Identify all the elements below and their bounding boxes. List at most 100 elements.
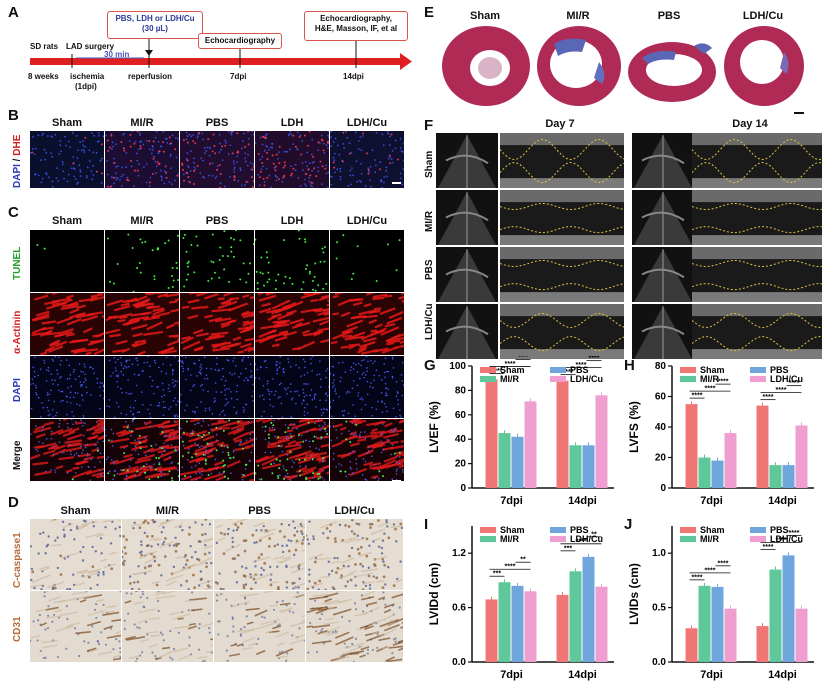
echo-box: Echocardiography [198, 33, 282, 49]
j-sig-label-14dpi: **** [789, 530, 800, 537]
i-bar-sham-14dpi [556, 594, 569, 662]
j-ytick-label: 0.0 [652, 657, 666, 668]
b-image-ldh [255, 131, 329, 188]
d-image-cd31-pbs [214, 591, 305, 662]
panel-label-c: C [8, 204, 19, 221]
label-lad-surgery: LAD surgery [66, 42, 115, 51]
c-image-dapi-ldh [255, 356, 329, 418]
i-legend-label-pbs: PBS [570, 525, 589, 535]
j-xtick-14dpi: 14dpi [768, 669, 797, 681]
g-bar-mir-7dpi [498, 433, 511, 488]
d-header-pbs: PBS [248, 505, 271, 517]
g-sig-label-14dpi: **** [563, 369, 574, 376]
j-sig-label-14dpi: **** [763, 544, 774, 551]
treat-pointer-head [145, 50, 153, 56]
g-legend-label-mir: MI/R [500, 374, 519, 384]
j-legend-swatch-pbs [750, 527, 766, 533]
h-ytick-label: 40 [655, 422, 667, 433]
f-sector-mir-day14 [632, 190, 694, 245]
label-8weeks: 8 weeks [28, 72, 59, 81]
i-sig-label-14dpi: ** [591, 531, 597, 538]
timeline-bar [30, 58, 402, 65]
j-bar-pbs-14dpi [782, 555, 795, 662]
f-mmode-sham-day14 [692, 133, 822, 188]
f-row-label-mir: MI/R [424, 210, 435, 232]
treatment-box: PBS, LDH or LDH/Cu (30 µL) [107, 11, 203, 39]
i-ylabel: LVIDd (cm) [427, 563, 441, 625]
d-row-label-caspase: C-caspase1 [12, 532, 23, 588]
i-xtick-7dpi: 7dpi [500, 669, 523, 681]
i-ytick-label: 1.2 [452, 548, 466, 559]
i-sig-label-7dpi: ** [520, 557, 526, 564]
e-hearts [442, 26, 804, 114]
h-sig-label-14dpi: **** [763, 394, 774, 401]
c-image-merge-ldh [255, 419, 329, 481]
c-image-actinin-sham [30, 293, 104, 355]
j-bar-sham-14dpi [756, 626, 769, 662]
g-sig-label-7dpi: **** [505, 361, 516, 368]
e-header-mir: MI/R [566, 10, 590, 22]
h-legend-swatch-ldhcu [750, 376, 766, 382]
heart-ldhcu [724, 26, 804, 106]
c-image-actinin-pbs [180, 293, 254, 355]
c-row-label-merge: Merge [12, 440, 23, 470]
c-header-mir: MI/R [130, 215, 154, 227]
b-label-dhe: DHE [12, 134, 23, 156]
g-xtick-14dpi: 14dpi [568, 495, 597, 507]
h-bar-sham-7dpi [685, 404, 698, 488]
g-ytick-label: 100 [449, 361, 466, 372]
j-bar-mir-14dpi [769, 569, 782, 662]
i-sig-label-14dpi: *** [564, 545, 572, 552]
c-image-dapi-pbs [180, 356, 254, 418]
f-mmode-mir-day7 [500, 190, 624, 245]
g-bar-sham-7dpi [485, 379, 498, 488]
f-row-label-sham: Sham [424, 150, 435, 178]
h-bar-pbs-14dpi [782, 465, 795, 488]
heart-mir [537, 26, 621, 106]
label-30min: 30 min [104, 50, 130, 59]
h-bar-ldhcu-7dpi [724, 433, 737, 488]
c-image-tunel-sham [30, 230, 104, 292]
g-ylabel: LVEF (%) [427, 401, 441, 453]
j-legend-swatch-sham [680, 527, 696, 533]
h-ytick-label: 20 [655, 453, 667, 464]
heart-sham [442, 26, 530, 106]
f-header-day7: Day 7 [545, 118, 575, 130]
d-image-cd31-sham [30, 591, 121, 662]
f-mmode-pbs-day7 [500, 247, 624, 302]
i-bar-pbs-14dpi [582, 556, 595, 662]
g-legend-label-ldhcu: LDH/Cu [570, 374, 603, 384]
label-reperfusion: reperfusion [128, 72, 173, 81]
d-image-caspase-mir [122, 519, 213, 590]
j-legend-label-sham: Sham [700, 525, 725, 535]
h-ytick-label: 0 [660, 483, 666, 494]
b-label-sep: / [12, 155, 23, 165]
final-line2: H&E, Masson, IF, et al [314, 24, 398, 33]
timeline-arrowhead [400, 53, 412, 70]
j-legend-swatch-ldhcu [750, 536, 766, 542]
b-row-label: DAPI / DHE [12, 135, 23, 188]
label-1dpi: (1dpi) [75, 82, 97, 91]
h-bar-ldhcu-14dpi [795, 425, 808, 488]
f-sector-mir-day7 [436, 190, 498, 245]
f-sector-pbs-day14 [632, 247, 694, 302]
g-ytick-label: 40 [455, 434, 467, 445]
panel-label-i: I [424, 516, 429, 533]
e-header-sham: Sham [470, 10, 500, 22]
final-line1: Echocardiography, [320, 14, 392, 23]
g-bar-ldhcu-14dpi [595, 395, 608, 488]
j-legend-swatch-mir [680, 536, 696, 542]
panel-label-a: A [8, 4, 19, 21]
timeline: SD rats LAD surgery 30 min 8 weeks ische… [0, 0, 420, 100]
j-ytick-label: 1.0 [652, 548, 666, 559]
g-sig-label-7dpi: **** [518, 356, 529, 361]
g-legend-swatch-pbs [550, 367, 566, 373]
d-header-ldhcu: LDH/Cu [334, 505, 375, 517]
e-header-pbs: PBS [657, 10, 681, 22]
h-legend-swatch-pbs [750, 367, 766, 373]
b-image-sham [30, 131, 104, 188]
panel-label-h: H [624, 357, 635, 374]
heart-pbs [628, 42, 716, 102]
h-bar-pbs-7dpi [711, 460, 724, 488]
